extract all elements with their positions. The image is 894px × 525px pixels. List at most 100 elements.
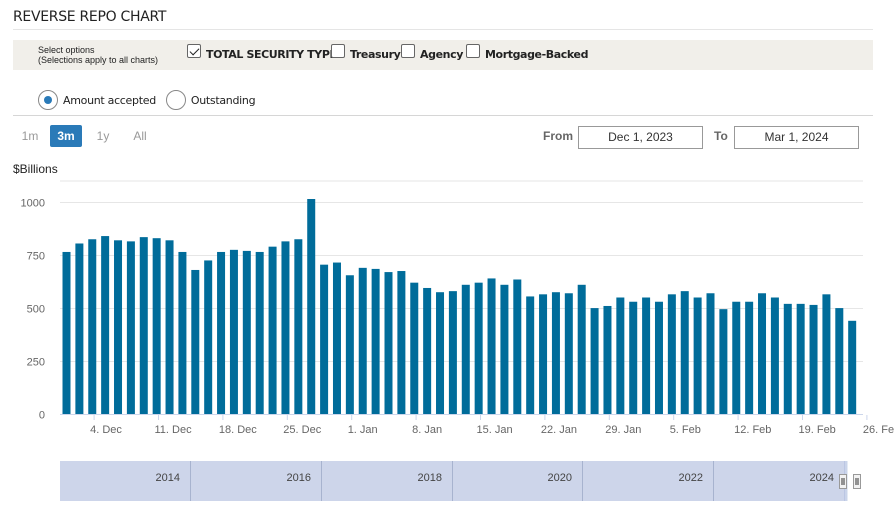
bar [539,294,548,414]
radio-button[interactable] [38,90,58,110]
checkbox-label: Treasury [350,47,401,61]
bar [564,293,573,414]
x-tick-label: 29. Jan [605,424,641,436]
navigator-year-label: 2014 [156,472,180,484]
x-tick-label: 26. Feb [863,424,894,436]
bar [229,249,238,414]
options-bar: Select options (Selections apply to all … [13,40,873,70]
bar [371,268,380,414]
from-label: From [543,129,573,143]
x-tick-label: 15. Jan [477,424,513,436]
x-tick-label: 11. Dec [155,424,193,436]
bar [139,237,148,414]
bar [835,308,844,414]
bar [732,301,741,414]
options-label-line2: (Selections apply to all charts) [38,55,159,65]
bar [706,293,715,414]
bar [809,304,818,414]
page-title: REVERSE REPO CHART [13,9,167,25]
bar [242,250,251,414]
checkbox-treasury[interactable]: Treasury [331,44,401,62]
bar [88,239,97,414]
radio-divider [13,115,873,116]
bar [332,262,341,414]
bar [487,278,496,414]
bar [551,292,560,414]
checkbox-agency[interactable]: Agency [401,44,463,62]
checkbox-label: TOTAL SECURITY TYPES [206,47,345,61]
y-axis-title: $Billions [13,162,58,176]
y-tick-label: 1000 [21,198,45,210]
checkbox-box[interactable] [401,44,415,58]
bar [654,301,663,414]
bar [770,297,779,414]
bar [191,269,200,414]
navigator-right-handle[interactable] [853,474,861,489]
range-button-1m[interactable]: 1m [21,129,39,143]
x-tick-label: 12. Feb [734,424,771,436]
y-tick-label: 250 [27,357,45,369]
navigator-year-label: 2020 [548,472,572,484]
checkbox-box[interactable] [187,44,201,58]
bar [616,297,625,414]
bar [281,241,290,414]
bar [848,320,857,414]
bar [217,251,226,414]
title-divider [13,29,873,30]
bar [101,236,110,414]
options-label: Select options (Selections apply to all … [38,45,158,65]
radio-label: Amount accepted [63,93,156,107]
bar [783,303,792,414]
bar [629,301,638,414]
bar [320,264,329,414]
x-tick-label: 22. Jan [541,424,577,436]
bar [358,267,367,414]
navigator-year-label: 2024 [810,472,834,484]
bar [590,308,599,414]
navigator-year-label: 2022 [679,472,703,484]
checkbox-total-security-types[interactable]: TOTAL SECURITY TYPES [187,44,345,62]
bar [345,275,354,414]
range-button-all[interactable]: All [133,129,147,143]
bar [680,291,689,414]
x-tick-label: 4. Dec [90,424,122,436]
range-navigator[interactable]: 2014 2016 2018 2020 2022 2024 [60,461,863,501]
y-tick-label: 0 [39,410,45,422]
x-tick-label: 25. Dec [283,424,321,436]
checkbox-box[interactable] [466,44,480,58]
bar [268,246,277,414]
bar [126,241,135,414]
range-button-1y[interactable]: 1y [96,129,110,143]
x-tick-label: 1. Jan [348,424,378,436]
bar [307,199,316,414]
bar [500,284,509,414]
checkbox-box[interactable] [331,44,345,58]
bar [526,296,535,414]
bar [397,271,406,414]
bar [448,291,457,414]
radio-button[interactable] [165,90,186,110]
bar [423,287,432,414]
from-date-input[interactable]: Dec 1, 2023 [578,126,703,149]
x-tick-label: 8. Jan [412,424,442,436]
checkbox-label: Agency [420,47,463,61]
bar [178,251,187,414]
x-tick-label: 5. Feb [670,424,701,436]
radio-amount-accepted[interactable]: Amount accepted [38,90,156,110]
x-tick-label: 19. Feb [799,424,836,436]
range-button-3m[interactable]: 3m [50,125,82,147]
bar [474,282,483,414]
bar [436,292,445,414]
y-tick-label: 500 [27,304,45,316]
checkbox-label: Mortgage-Backed [485,47,589,61]
checkbox-mortgage-backed[interactable]: Mortgage-Backed [466,44,589,62]
options-label-line1: Select options [38,45,95,55]
bar [461,284,470,414]
bar [513,279,522,414]
radio-outstanding[interactable]: Outstanding [165,90,256,110]
bar [410,282,419,414]
bar [796,303,805,414]
navigator-left-handle[interactable] [839,474,847,489]
bar [693,297,702,414]
to-date-input[interactable]: Mar 1, 2024 [734,126,859,149]
